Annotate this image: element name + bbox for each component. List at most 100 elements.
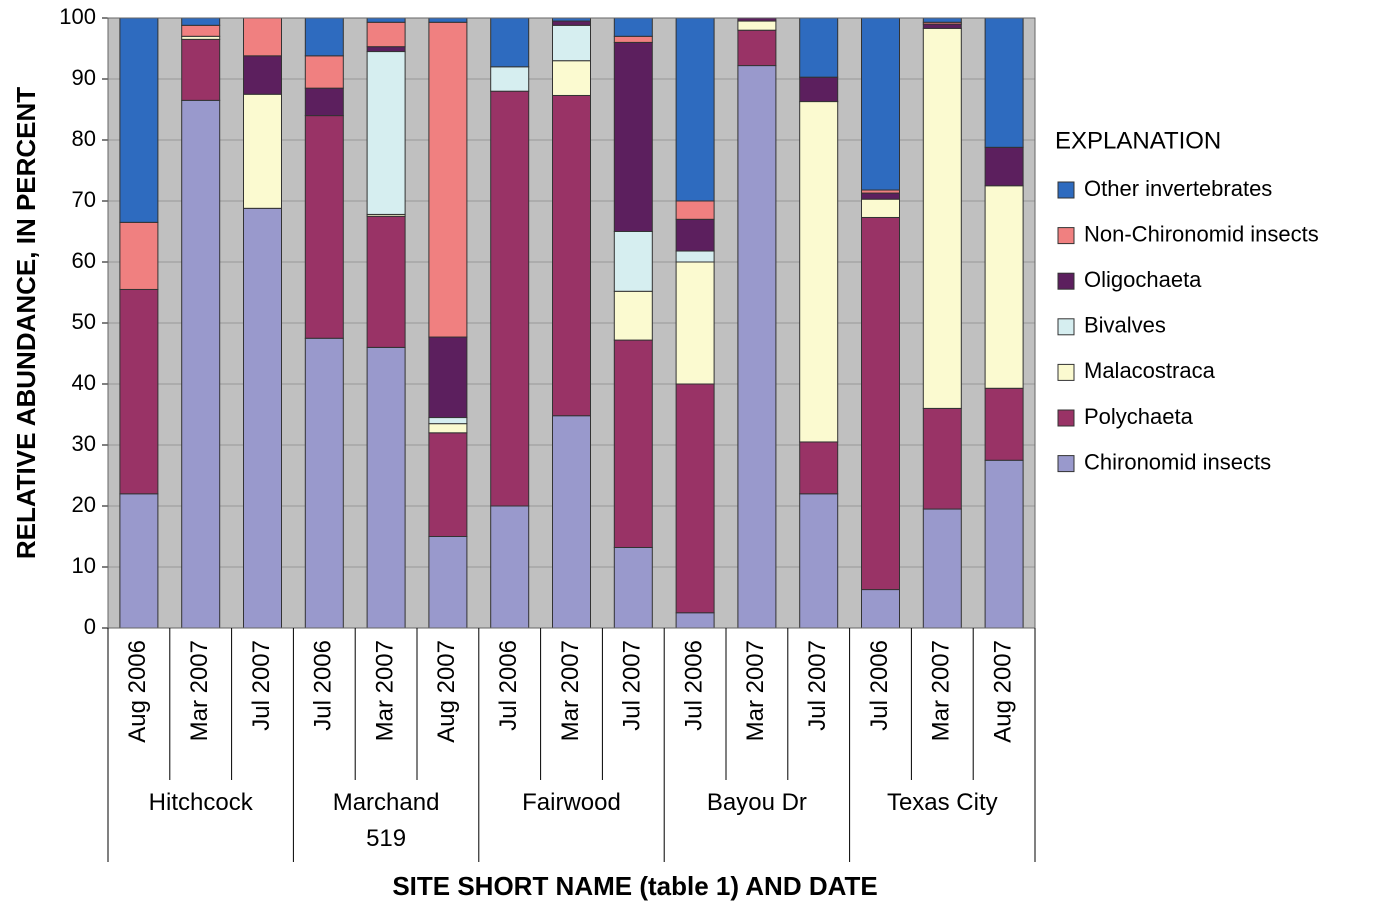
bar-segment [490, 66, 530, 92]
bar-segment [490, 505, 530, 629]
bar-segment [490, 90, 530, 507]
bar-segment [737, 20, 777, 31]
x-tick-label: Mar 2007 [928, 640, 955, 741]
bar-segment [119, 17, 159, 223]
bar-segment [243, 207, 282, 629]
bar-segment [984, 387, 1024, 461]
bar-segment [366, 21, 406, 48]
bar-segment [922, 27, 962, 409]
x-axis-title: SITE SHORT NAME (table 1) AND DATE [392, 871, 877, 901]
bar-segment [552, 94, 591, 417]
bar-segment [552, 60, 591, 96]
legend-label: Non-Chironomid insects [1084, 221, 1319, 246]
bar-segment [304, 87, 344, 117]
y-tick-label: 10 [72, 553, 96, 578]
bar-segment [304, 337, 344, 629]
y-tick-label: 60 [72, 248, 96, 273]
bar-segment [922, 508, 962, 629]
bar-segment [243, 55, 282, 95]
group-label-box: Texas City [886, 789, 998, 816]
x-tick-label: Aug 2006 [124, 640, 151, 743]
x-tick-label: Mar 2007 [371, 640, 398, 741]
x-tick-label: Jul 2006 [866, 640, 893, 731]
bar-segment [675, 383, 715, 614]
legend-swatch [1057, 409, 1075, 427]
bar-segment [737, 29, 777, 67]
x-tick-label: Aug 2007 [433, 640, 460, 743]
bar-segment [922, 407, 962, 510]
y-tick-label: 0 [84, 614, 96, 639]
bar-segment [799, 17, 839, 78]
bar-segment [861, 198, 900, 218]
bar-segment [613, 546, 653, 629]
x-tick-label: Mar 2007 [557, 640, 584, 741]
bar-segment [613, 339, 653, 548]
bar-segment [675, 218, 715, 252]
bar-segment [613, 231, 653, 292]
group-label: Texas City [886, 789, 998, 816]
bar-segment [490, 17, 530, 68]
legend-swatch [1057, 181, 1075, 199]
y-axis-title: RELATIVE ABUNDANCE, IN PERCENT [11, 87, 41, 559]
group-label: Hitchcock [148, 789, 253, 816]
bar-segment [675, 612, 715, 629]
bar-segment [861, 17, 900, 191]
bar-segment [304, 115, 344, 339]
x-tick-label: Jul 2007 [248, 640, 275, 731]
bar-segment [119, 221, 159, 290]
bar-segment [181, 24, 221, 37]
x-tick-label: Aug 2007 [989, 640, 1016, 743]
legend-label: Bivalves [1084, 313, 1166, 338]
bar-segment [552, 20, 591, 26]
bar-segment [366, 346, 406, 629]
y-tick-label: 40 [72, 370, 96, 395]
legend-swatch [1057, 227, 1075, 245]
legend-title: EXPLANATION [1055, 127, 1221, 154]
x-tick-label: Jul 2007 [619, 640, 646, 731]
group-label: Fairwood [522, 789, 621, 816]
bar-segment [613, 290, 653, 341]
bar-segment [799, 493, 839, 629]
bar-segment [675, 250, 715, 263]
bar-segment [243, 93, 282, 209]
y-tick-label: 90 [72, 65, 96, 90]
legend-swatch [1057, 272, 1075, 290]
bar-segment [428, 536, 468, 629]
bar-segment [428, 417, 468, 425]
legend-swatch [1057, 455, 1075, 473]
bar-segment [675, 17, 715, 202]
legend-label: Polychaeta [1084, 404, 1194, 429]
bar-segment [366, 17, 406, 23]
x-tick-label: Jul 2007 [804, 640, 831, 731]
bar-segment [304, 17, 344, 57]
bar-segment [799, 101, 839, 443]
legend-swatch [1057, 363, 1075, 381]
group-label-box: Hitchcock [148, 789, 253, 816]
bar-segment [181, 99, 221, 629]
bar-segment [984, 17, 1024, 148]
group-label-box: Bayou Dr [707, 789, 807, 816]
bar-segment [737, 65, 777, 629]
bar-segment [613, 35, 653, 43]
legend-swatch [1057, 318, 1075, 336]
bar-segment [861, 192, 900, 200]
bar-segment [613, 41, 653, 233]
bar-segment [366, 215, 406, 348]
bar-segment [675, 200, 715, 220]
bar-segment [428, 21, 468, 338]
bar-segment [675, 261, 715, 385]
bar-segment [984, 185, 1024, 389]
legend-label: Other invertebrates [1084, 176, 1272, 201]
bar-segment [366, 46, 406, 53]
group-label: Marchand 519 [332, 789, 440, 852]
bar-segment [428, 423, 468, 434]
bar-segment [552, 24, 591, 62]
y-tick-label: 30 [72, 431, 96, 456]
bar-segment [428, 432, 468, 537]
bar-segment [799, 76, 839, 103]
bar-segment [428, 336, 468, 419]
y-tick-label: 100 [59, 4, 96, 29]
x-tick-label: Jul 2006 [310, 640, 337, 731]
plot-border [107, 17, 1036, 629]
